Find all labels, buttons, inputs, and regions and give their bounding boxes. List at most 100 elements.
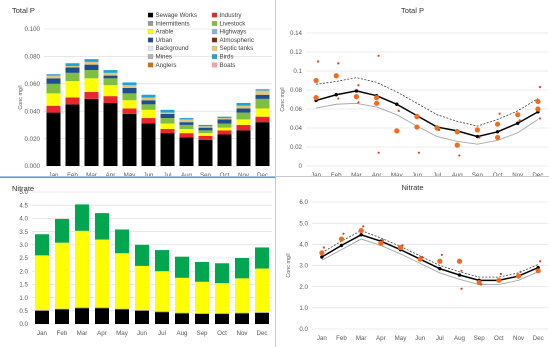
observation-point [494, 134, 501, 141]
mean-point [339, 243, 344, 248]
bar-segment [141, 123, 156, 166]
lower-bound-line [321, 238, 539, 286]
bar-segment [255, 247, 269, 269]
x-tick-label: Jul [436, 335, 444, 342]
observation-point [519, 270, 522, 273]
y-tick-label: 0.100 [25, 26, 41, 33]
y-tick-label: 0.060 [25, 81, 41, 88]
bar-segment [115, 229, 129, 254]
x-tick-label: Oct [493, 172, 503, 176]
observation-point [358, 227, 364, 234]
y-tick-label: 2.5 [19, 255, 28, 262]
legend-label: Boats [220, 62, 236, 69]
y-tick-label: 5.0 [19, 189, 28, 196]
observation-point [313, 77, 319, 84]
bar-segment [75, 204, 89, 231]
y-tick-label: 1.5 [19, 282, 28, 289]
mean-point [475, 134, 480, 139]
bar-segment [155, 311, 169, 313]
bar-segment [103, 75, 118, 79]
legend-label: Livestock [220, 20, 247, 27]
observation-point [337, 62, 340, 65]
y-tick-label: 0.080 [25, 54, 41, 61]
y-tick-label: 4.0 [19, 216, 28, 223]
bar-segment [75, 230, 89, 308]
legend-swatch [211, 45, 218, 51]
legend-swatch [211, 62, 218, 68]
observation-point [538, 86, 542, 89]
legend-label: Anglers [156, 62, 177, 69]
bar-segment [46, 74, 61, 76]
bar-segment [65, 104, 80, 166]
mean-point [457, 273, 462, 277]
bar-segment [135, 310, 149, 324]
totalp-stacked-panel: Total P 0.000 0.020 0.040 0.060 0.080 0.100 Ja… [0, 0, 276, 177]
bar-segment [141, 100, 156, 105]
bar-segment [103, 70, 118, 73]
x-tick-label: Jan [37, 330, 48, 337]
observation-point [494, 121, 501, 127]
observation-point [377, 151, 380, 154]
chart-title: Total P [12, 6, 35, 15]
x-tick-label: Jun [415, 335, 426, 342]
bar-segment [122, 85, 137, 88]
bar-segment [217, 118, 232, 120]
bar-segment [122, 82, 137, 86]
x-tick-label: Jan [317, 335, 328, 342]
x-tick-label: Jun [137, 330, 148, 337]
bar-segment [195, 313, 209, 314]
x-tick-label: Dec [257, 172, 268, 176]
bar-segment [95, 213, 109, 240]
y-tick-label: 4.5 [19, 202, 28, 209]
bar-segment [195, 313, 209, 324]
bar-segment [198, 127, 213, 131]
mean-point [334, 93, 338, 97]
bar-segment [103, 85, 118, 97]
nitrate-line-chart: 0.0 1.0 2.0 3.0 4.0 5.0 6.0 Jan Feb Mar Apr May Jun J… [286, 199, 548, 342]
bar-segment [215, 313, 229, 324]
x-tick-label: Apr [106, 172, 116, 176]
mean-line [321, 233, 539, 282]
observation-point [474, 127, 481, 133]
legend-label: Highways [220, 29, 247, 36]
bar-segment [217, 127, 232, 131]
bar-segment [198, 135, 213, 140]
bar-segment [35, 310, 49, 324]
legend-label: Atmospheric [220, 37, 254, 44]
x-tick-label: Aug [176, 330, 188, 337]
y-tick-label: 0.12 [290, 49, 303, 56]
y-tick-label: 0.1 [293, 68, 302, 75]
bar-segment [35, 310, 49, 311]
bar-segment [65, 63, 80, 66]
observation-point [496, 277, 502, 283]
bar-segment [141, 94, 156, 98]
y-tick-label: 2.0 [19, 268, 28, 275]
x-tick-label: Feb [331, 172, 342, 176]
y-tick-label: 0 [299, 163, 303, 170]
x-tick-label: Jun [144, 172, 155, 176]
legend-label: Birds [220, 54, 234, 61]
bar-segment [198, 133, 213, 136]
observation-point [515, 273, 522, 279]
x-tick-label: May [116, 330, 129, 337]
observation-point [478, 136, 481, 139]
bar-segment [141, 104, 156, 110]
bar-segment [255, 98, 270, 109]
bar-segment [84, 98, 99, 166]
x-tick-label: Aug [181, 172, 193, 176]
observation-point [378, 240, 384, 246]
bar-segment [217, 116, 232, 119]
x-tick-label: Jul [164, 172, 172, 176]
bar-segment [195, 281, 209, 314]
observation-point [454, 129, 460, 135]
bar-segment [46, 112, 61, 166]
legend-label: Intermittents [156, 20, 190, 27]
bar-segment [235, 278, 249, 313]
legend-swatch [211, 12, 218, 18]
bar-segment [55, 309, 69, 324]
x-tick-label: Nov [238, 172, 250, 176]
legend-label: Urban [156, 37, 173, 44]
bar-segment [255, 312, 269, 324]
bar-segment [46, 75, 61, 79]
observation-point [373, 100, 380, 106]
